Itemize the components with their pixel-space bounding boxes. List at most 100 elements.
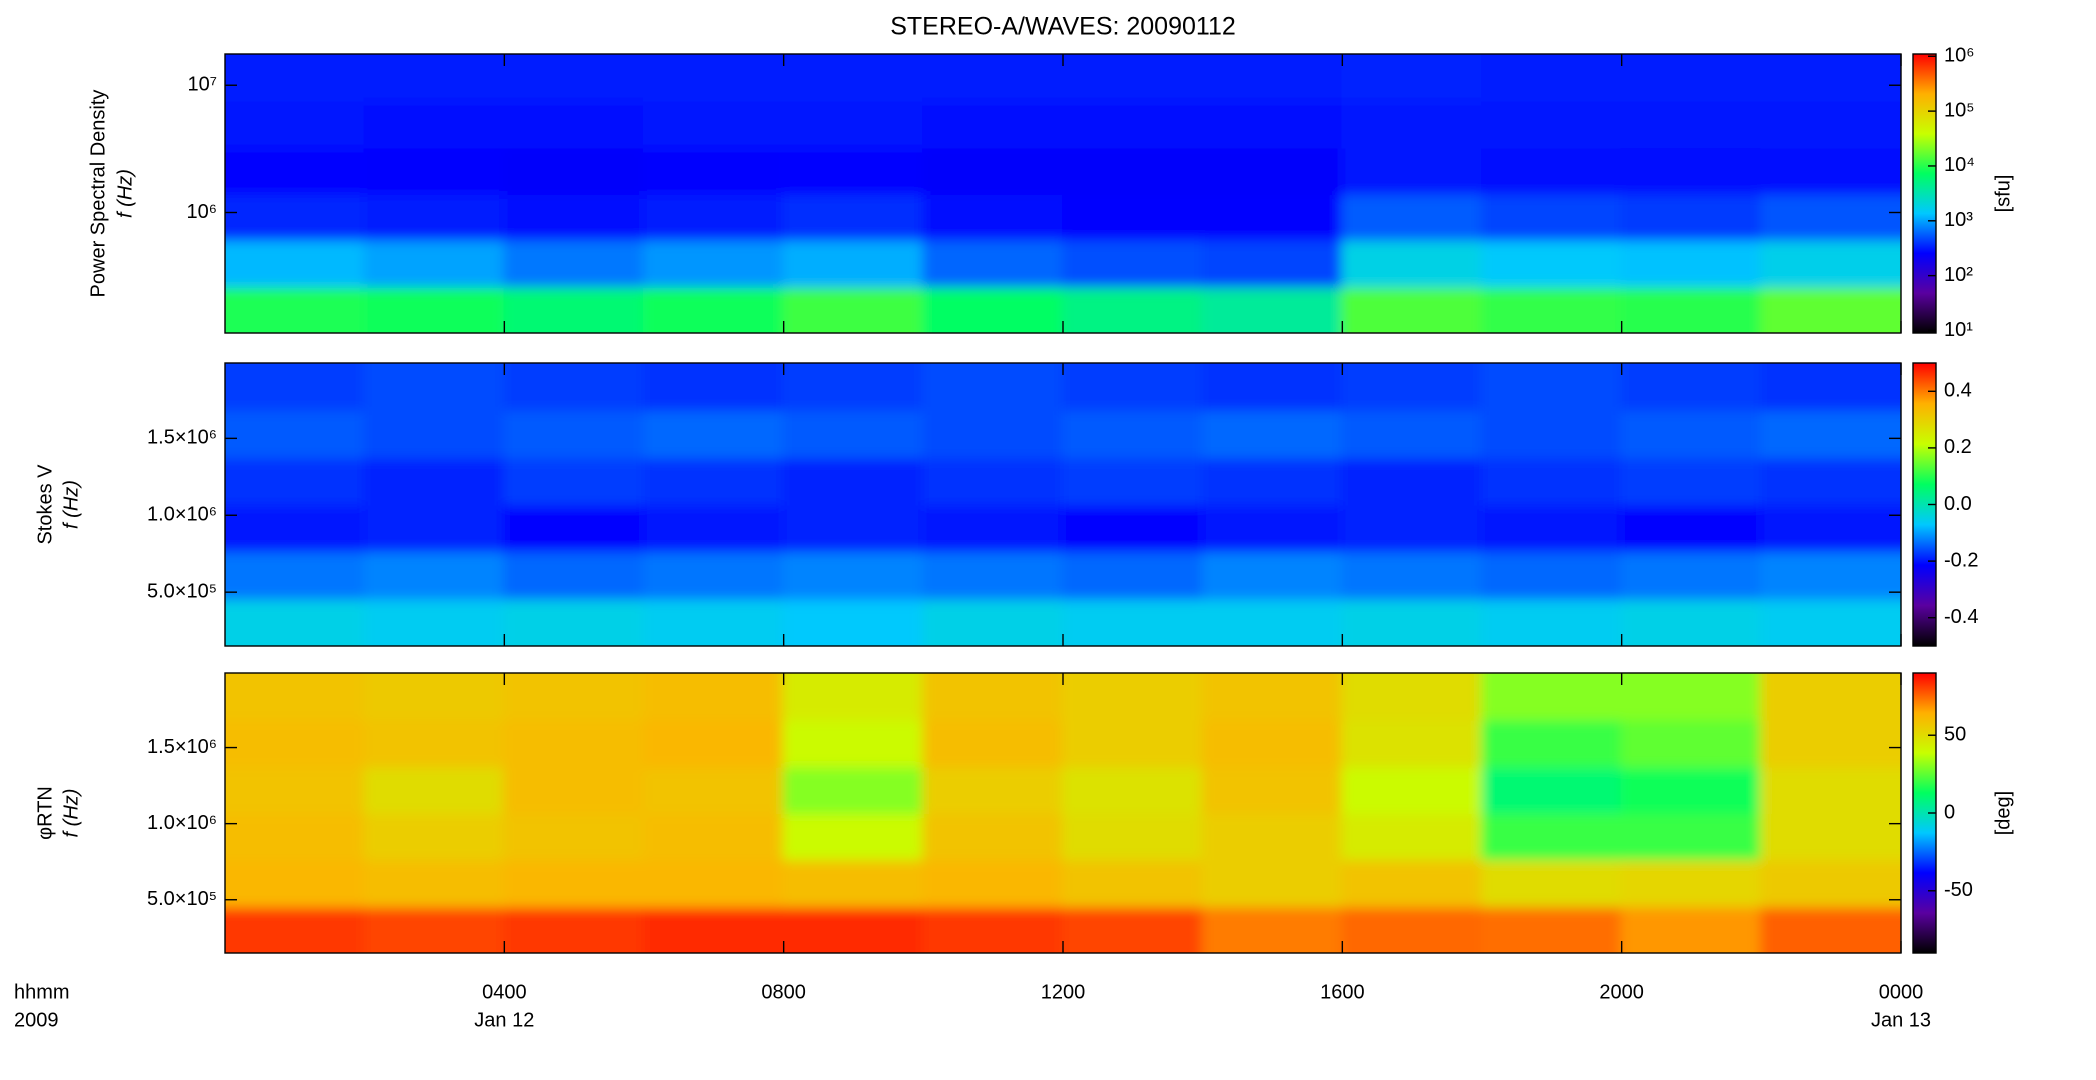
heatmap-cell (225, 285, 366, 333)
heatmap-cell (1760, 54, 1901, 102)
heatmap-cell (1341, 765, 1483, 814)
heatmap-cell (1201, 146, 1344, 196)
heatmap-cell (503, 718, 645, 768)
heatmap-cell (1341, 905, 1483, 953)
heatmap-cell (922, 238, 1064, 288)
heatmap-cell (1620, 858, 1763, 908)
colorbar-tick-label: 0.0 (1944, 493, 1972, 515)
heatmap-cell (782, 503, 925, 553)
heatmap-cell (1620, 408, 1763, 459)
heatmap-cell (363, 146, 506, 196)
heatmap-cells (225, 363, 1901, 646)
heatmap-cell (225, 550, 366, 600)
heatmap-cell (782, 858, 925, 908)
heatmap-cell (782, 363, 925, 411)
heatmap-cell (1481, 193, 1623, 241)
colorbar (1912, 53, 1937, 334)
colorbar-tick-label: 0.2 (1944, 436, 1972, 458)
heatmap-cell (1341, 858, 1483, 908)
heatmap-cell (782, 673, 925, 721)
heatmap-cell (1760, 673, 1901, 721)
heatmap-cell (1062, 363, 1204, 411)
heatmap-cell (1481, 363, 1623, 411)
heatmap-cell (782, 408, 925, 459)
heatmap-cell (1341, 673, 1483, 721)
heatmap-cell (1341, 718, 1483, 768)
heatmap-cell (503, 285, 645, 333)
heatmap-cell (1481, 456, 1623, 506)
heatmap-cell (782, 54, 925, 102)
y-axis-label: Power Spectral Density (87, 90, 109, 298)
heatmap-cell (1760, 550, 1901, 600)
heatmap-cell (1481, 550, 1623, 600)
heatmap-cell (225, 765, 366, 814)
heatmap-cell (1760, 858, 1901, 908)
heatmap-cell (1062, 408, 1204, 459)
heatmap-cell (1062, 597, 1204, 646)
heatmap-cell (503, 146, 645, 196)
heatmap-cell (1620, 905, 1763, 953)
heatmap-cell (225, 718, 366, 768)
heatmap-cell (503, 238, 645, 288)
colorbar-label: [sfu] (1992, 175, 2014, 213)
heatmap-cell (1481, 54, 1623, 102)
heatmap-cell (1760, 193, 1901, 241)
heatmap-cell (225, 146, 366, 196)
heatmap-cell (1062, 812, 1204, 861)
heatmap-cell (225, 238, 366, 288)
heatmap-cell (1481, 285, 1623, 333)
colorbar-tick-label: 10⁵ (1944, 99, 1975, 121)
heatmap-cell (782, 285, 925, 333)
heatmap-cell (1062, 858, 1204, 908)
heatmap-cell (1481, 673, 1623, 721)
heatmap-cell (1062, 503, 1204, 553)
heatmap-cell (1341, 597, 1483, 646)
heatmap-cell (1201, 285, 1344, 333)
heatmap-cell (1062, 99, 1204, 149)
heatmap-cell (1760, 285, 1901, 333)
heatmap-cell (1201, 503, 1344, 553)
chart-title: STEREO-A/WAVES: 20090112 (890, 13, 1236, 41)
heatmap-cell (1760, 238, 1901, 288)
heatmap-cell (503, 99, 645, 149)
heatmap-cell (643, 718, 785, 768)
heatmap-cell (363, 905, 506, 953)
heatmap-cell (643, 54, 785, 102)
heatmap-cell (643, 765, 785, 814)
heatmap-cell (363, 456, 506, 506)
colorbar-tick-label: 10¹ (1944, 319, 1973, 341)
heatmap-cell (922, 905, 1064, 953)
heatmap-cell (363, 99, 506, 149)
heatmap-cell (1620, 193, 1763, 241)
x-tick-label: 0000 (1879, 981, 1924, 1003)
heatmap-cell (922, 597, 1064, 646)
heatmap-cell (1201, 765, 1344, 814)
colorbar-tick-label: 10⁴ (1944, 154, 1975, 176)
heatmap-cell (1341, 146, 1483, 196)
heatmap-cell (1201, 905, 1344, 953)
heatmap-cell (1062, 718, 1204, 768)
heatmap-cell (225, 503, 366, 553)
heatmap-cell (1201, 718, 1344, 768)
heatmap-cell (643, 550, 785, 600)
heatmap-cell (1620, 146, 1763, 196)
heatmap-cell (1760, 718, 1901, 768)
heatmap-cell (643, 146, 785, 196)
heatmap-cell (922, 285, 1064, 333)
heatmap-cell (503, 765, 645, 814)
heatmap-cell (1201, 812, 1344, 861)
y-tick-label: 5.0×10⁵ (147, 888, 217, 910)
heatmap-cell (922, 812, 1064, 861)
heatmap-cell (1201, 550, 1344, 600)
heatmap-cell (922, 146, 1064, 196)
heatmap-cell (1201, 193, 1344, 241)
heatmap-cell (1760, 812, 1901, 861)
heatmap-cell (643, 673, 785, 721)
heatmap-cell (782, 812, 925, 861)
heatmap-cell (643, 408, 785, 459)
heatmap-cell (1201, 238, 1344, 288)
colorbar-tick-label: 0.4 (1944, 380, 1972, 402)
colorbar-tick-label: 10⁶ (1944, 45, 1974, 67)
heatmap-cell (363, 597, 506, 646)
heatmap-cell (1062, 765, 1204, 814)
